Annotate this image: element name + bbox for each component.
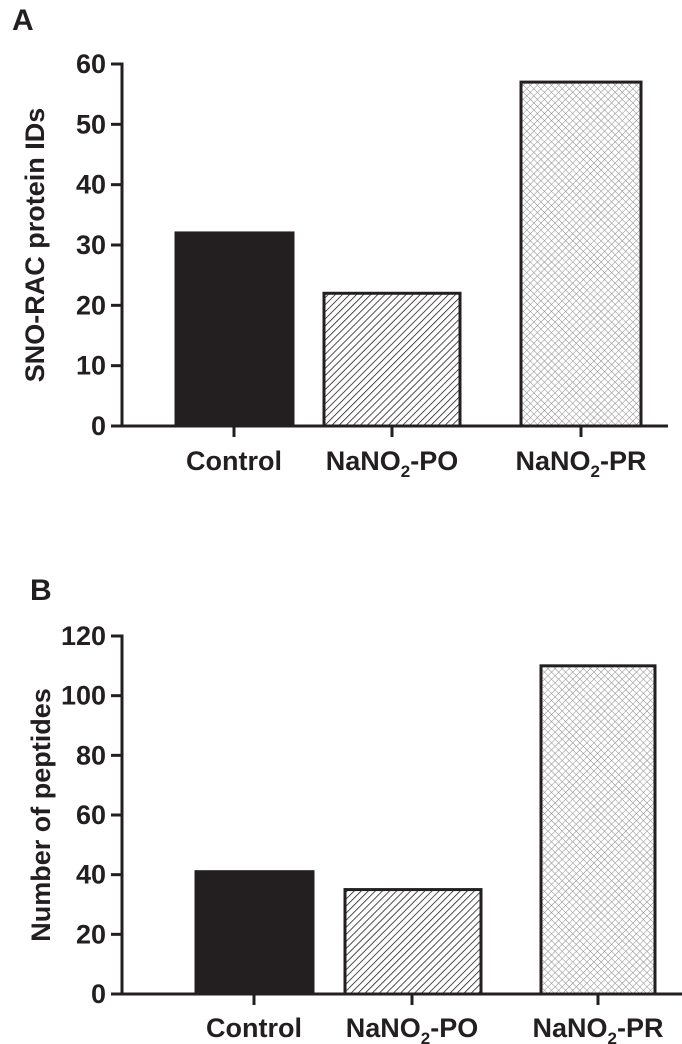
y-tick-label: 100 bbox=[61, 681, 106, 711]
y-tick-label: 20 bbox=[76, 290, 106, 320]
y-tick-label: 30 bbox=[76, 230, 106, 260]
axes-b bbox=[120, 634, 682, 1005]
x-category-label: Control bbox=[186, 446, 282, 476]
bar-nano2-po bbox=[343, 888, 483, 996]
bar-nano2-pr bbox=[539, 664, 657, 996]
y-tick-label: 120 bbox=[61, 621, 106, 651]
bar-control bbox=[194, 870, 315, 996]
y-axis-ticks-b: 0 20 40 60 80 100 120 bbox=[61, 621, 122, 1009]
y-axis-ticks-a: 0 10 20 30 40 50 60 bbox=[76, 49, 122, 441]
y-tick-label: 40 bbox=[76, 860, 106, 890]
x-category-label: NaNO2-PR bbox=[516, 446, 647, 481]
bar-control bbox=[174, 231, 295, 428]
axes-a bbox=[120, 62, 668, 437]
y-tick-label: 20 bbox=[76, 919, 106, 949]
y-tick-label: 60 bbox=[76, 49, 106, 79]
bars-b bbox=[194, 664, 657, 996]
bar-nano2-pr bbox=[519, 80, 643, 428]
y-tick-label: 50 bbox=[76, 109, 106, 139]
x-axis-categories-a: Control NaNO2-PO NaNO2-PR bbox=[186, 446, 646, 481]
x-category-label: NaNO2-PO bbox=[346, 1013, 479, 1044]
x-category-label: NaNO2-PO bbox=[326, 446, 459, 481]
y-tick-label: 80 bbox=[76, 740, 106, 770]
y-tick-label: 0 bbox=[91, 411, 106, 441]
chart-panel-a: A SNO-RAC protein IDs 0 10 20 30 40 50 60 Cont… bbox=[12, 4, 668, 481]
bar-nano2-po bbox=[322, 291, 462, 428]
y-axis-title-a: SNO-RAC protein IDs bbox=[20, 108, 50, 383]
x-category-label: NaNO2-PR bbox=[533, 1013, 664, 1044]
chart-panel-b: B Number of peptides 0 20 40 60 80 100 120 Con… bbox=[26, 574, 682, 1044]
y-axis-title-b: Number of peptides bbox=[26, 688, 56, 942]
y-tick-label: 40 bbox=[76, 170, 106, 200]
y-tick-label: 0 bbox=[91, 979, 106, 1009]
x-axis-categories-b: Control NaNO2-PO NaNO2-PR bbox=[206, 1013, 663, 1044]
y-tick-label: 60 bbox=[76, 800, 106, 830]
panel-label-b: B bbox=[30, 574, 52, 607]
x-category-label: Control bbox=[206, 1013, 302, 1043]
y-tick-label: 10 bbox=[76, 351, 106, 381]
bars-a bbox=[174, 80, 643, 428]
panel-label-a: A bbox=[12, 4, 34, 37]
